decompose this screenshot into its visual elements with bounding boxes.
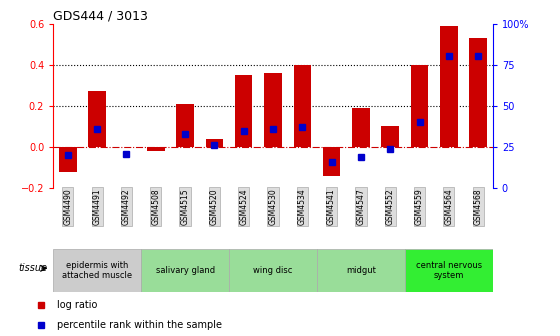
Bar	[323, 147, 340, 176]
Text: GSM4508: GSM4508	[151, 188, 160, 225]
Text: GDS444 / 3013: GDS444 / 3013	[53, 9, 148, 23]
Bar	[53, 249, 141, 292]
Text: salivary gland: salivary gland	[156, 266, 214, 275]
Bar	[381, 126, 399, 147]
Bar	[59, 147, 77, 172]
Text: GSM4552: GSM4552	[386, 188, 395, 225]
Bar	[469, 38, 487, 147]
Bar	[352, 108, 370, 147]
Text: GSM4564: GSM4564	[444, 188, 454, 225]
Bar	[141, 249, 229, 292]
Text: percentile rank within the sample: percentile rank within the sample	[57, 320, 222, 330]
Bar	[410, 65, 428, 147]
Text: log ratio: log ratio	[57, 300, 97, 310]
Text: wing disc: wing disc	[253, 266, 293, 275]
Text: GSM4515: GSM4515	[180, 188, 190, 225]
Text: tissue: tissue	[18, 263, 48, 273]
Text: GSM4559: GSM4559	[415, 188, 424, 225]
Text: GSM4524: GSM4524	[239, 188, 248, 225]
Bar	[235, 75, 253, 147]
Text: GSM4492: GSM4492	[122, 188, 131, 225]
Bar	[176, 104, 194, 147]
Text: GSM4541: GSM4541	[327, 188, 336, 225]
Text: GSM4490: GSM4490	[63, 188, 72, 225]
Text: midgut: midgut	[346, 266, 376, 275]
Bar	[317, 249, 405, 292]
Text: GSM4534: GSM4534	[298, 188, 307, 225]
Bar	[293, 65, 311, 147]
Bar	[147, 147, 165, 151]
Bar	[405, 249, 493, 292]
Text: GSM4568: GSM4568	[474, 188, 483, 225]
Text: central nervous
system: central nervous system	[416, 261, 482, 280]
Text: GSM4520: GSM4520	[210, 188, 219, 225]
Text: GSM4530: GSM4530	[268, 188, 278, 225]
Bar	[264, 73, 282, 147]
Bar	[440, 26, 458, 147]
Bar	[206, 139, 223, 147]
Text: epidermis with
attached muscle: epidermis with attached muscle	[62, 261, 132, 280]
Text: GSM4547: GSM4547	[356, 188, 366, 225]
Bar	[88, 91, 106, 147]
Text: GSM4491: GSM4491	[92, 188, 102, 225]
Bar	[229, 249, 317, 292]
